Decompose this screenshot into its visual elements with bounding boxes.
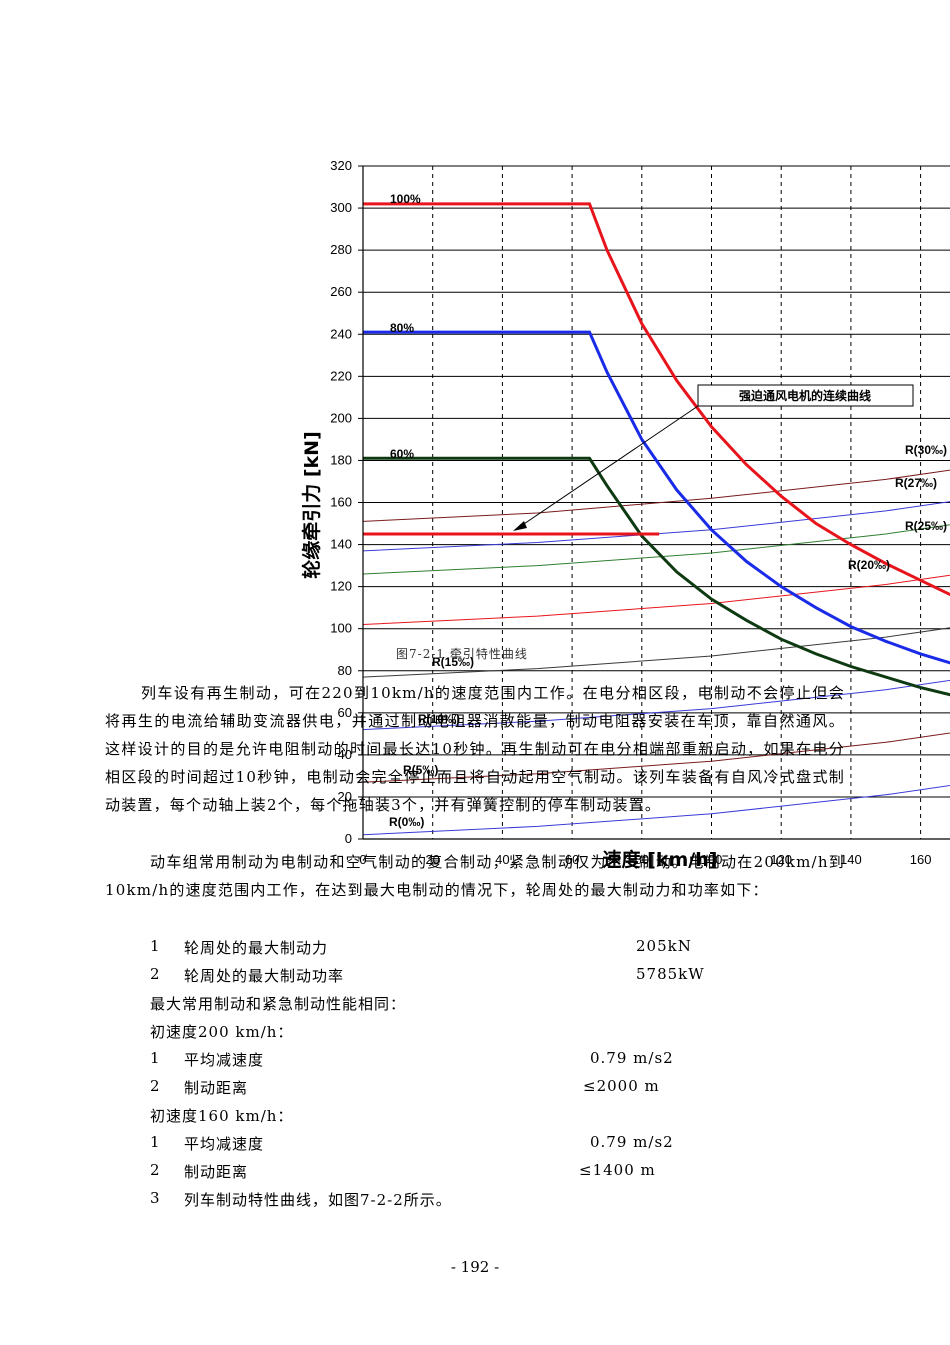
resistance-label-r-5: R(5‰) — [403, 763, 438, 777]
annotation-text: 强迫通风电机的连续曲线 — [739, 388, 871, 403]
item2-number: 2 — [150, 965, 161, 983]
y-tick-label: 200 — [330, 410, 352, 425]
s200-item1-label: 平均减速度 — [184, 1051, 265, 1069]
s200-item2-value: ≤2000 m — [583, 1077, 660, 1095]
resistance-label-r-20: R(20‰) — [848, 558, 890, 572]
y-tick-label: 260 — [330, 284, 352, 299]
y-tick-label: 80 — [338, 663, 352, 678]
resistance-label-r-25: R(25‰) — [905, 519, 947, 533]
resistance-label-r-27: R(27‰) — [895, 476, 937, 490]
initial-speed-200: 初速度200 km/h： — [150, 1023, 294, 1041]
traction-label-80: 80% — [390, 321, 414, 335]
x-tick-label: 100 — [701, 852, 723, 867]
resistance-curve-r-30 — [362, 469, 950, 522]
y-tick-label: 120 — [330, 579, 352, 594]
resistance-curve-r-15 — [362, 627, 950, 678]
paragraph-regenerative-braking: 列车设有再生制动，可在220到10km/h的速度范围内工作。在电分相区段，电制动… — [105, 684, 845, 814]
traction-curve-60 — [363, 456, 950, 697]
figure-caption: 图7-2-1 牵引特性曲线 — [396, 647, 528, 661]
item1-label: 轮周处的最大制动力 — [184, 939, 329, 957]
resistance-label-r-0: R(0‰) — [389, 815, 424, 829]
item3-number: 3 — [150, 1189, 161, 1207]
y-tick-label: 140 — [330, 537, 352, 552]
resistance-curve-r-25 — [362, 524, 950, 575]
resistance-curve-r-5 — [362, 732, 950, 783]
s160-item2-label: 制动距离 — [184, 1163, 249, 1181]
x-tick-label: 160 — [910, 852, 932, 867]
x-tick-label: 80 — [635, 852, 649, 867]
x-tick-label: 40 — [495, 852, 509, 867]
traction-curve-100 — [363, 202, 950, 597]
curve-labels: 100% 80% 60% R(30‰) R(27‰) R(25‰) R(20‰) R(15‰)… — [389, 192, 947, 829]
s160-item2-number: 2 — [150, 1161, 161, 1179]
resistance-curve-r-10 — [362, 679, 950, 731]
y-tick-label: 180 — [330, 452, 352, 467]
x-tick-label: 20 — [425, 852, 439, 867]
traction-label-60: 60% — [390, 447, 414, 461]
x-tick-label: 60 — [565, 852, 579, 867]
chart-grid — [363, 165, 950, 840]
item2-value: 5785kW — [636, 965, 705, 983]
s200-item2-label: 制动距离 — [184, 1079, 249, 1097]
s200-item1-value: 0.79 m/s2 — [590, 1049, 674, 1067]
annotation-box — [697, 384, 914, 407]
resistance-label-r-15: R(15‰) — [432, 655, 474, 669]
paragraph-service-braking: 动车组常用制动为电制动和空气制动的复合制动，紧急制动仅为空气制动。电制动在200… — [105, 853, 845, 899]
resistance-label-r-30: R(30‰) — [905, 443, 947, 457]
y-tick-label: 240 — [330, 326, 352, 341]
initial-speed-160: 初速度160 km/h： — [150, 1107, 294, 1125]
resistance-curve-r-0 — [362, 785, 950, 836]
page-number: - 192 - — [450, 1258, 500, 1276]
traction-curves — [363, 202, 950, 697]
x-axis-label: 速度 [km/h] — [603, 848, 718, 871]
s160-item1-label: 平均减速度 — [184, 1135, 265, 1153]
item1-number: 1 — [150, 937, 161, 955]
s200-item2-number: 2 — [150, 1077, 161, 1095]
s160-item1-number: 1 — [150, 1133, 161, 1151]
y-tick-label: 160 — [330, 495, 352, 510]
x-tick-label: 120 — [770, 852, 792, 867]
annotation-arrowhead — [513, 521, 527, 531]
s160-item2-value: ≤1400 m — [579, 1161, 656, 1179]
y-tick-label: 320 — [330, 158, 352, 173]
y-tick-label: 220 — [330, 368, 352, 383]
s200-item1-number: 1 — [150, 1049, 161, 1067]
x-tick-label: 140 — [840, 852, 862, 867]
chart-axes: 0204060801001201401601802002202402602803… — [330, 158, 950, 867]
y-tick-label: 100 — [330, 621, 352, 636]
y-axis-label: 轮缘牵引力 [kN] — [300, 431, 323, 579]
resistance-label-r-10: R(10‰) — [418, 712, 460, 726]
item3-label: 列车制动特性曲线，如图7-2-2所示。 — [184, 1191, 452, 1209]
s160-item1-value: 0.79 m/s2 — [590, 1133, 674, 1151]
y-tick-label: 40 — [338, 747, 352, 762]
chart-annotation: 强迫通风电机的连续曲线 — [513, 384, 914, 531]
x-tick-label: 0 — [359, 852, 366, 867]
item1-value: 205kN — [636, 937, 692, 955]
y-tick-label: 0 — [345, 831, 352, 846]
same-performance-line: 最大常用制动和紧急制动性能相同： — [150, 995, 407, 1013]
traction-label-100: 100% — [390, 192, 421, 206]
item2-label: 轮周处的最大制动功率 — [184, 967, 345, 985]
y-tick-label: 280 — [330, 242, 352, 257]
traction-curve-80 — [363, 330, 950, 665]
y-tick-label: 60 — [338, 705, 352, 720]
y-tick-label: 20 — [338, 789, 352, 804]
resistance-curve-r-20 — [362, 574, 950, 625]
annotation-arrow — [517, 405, 699, 529]
y-tick-label: 300 — [330, 200, 352, 215]
